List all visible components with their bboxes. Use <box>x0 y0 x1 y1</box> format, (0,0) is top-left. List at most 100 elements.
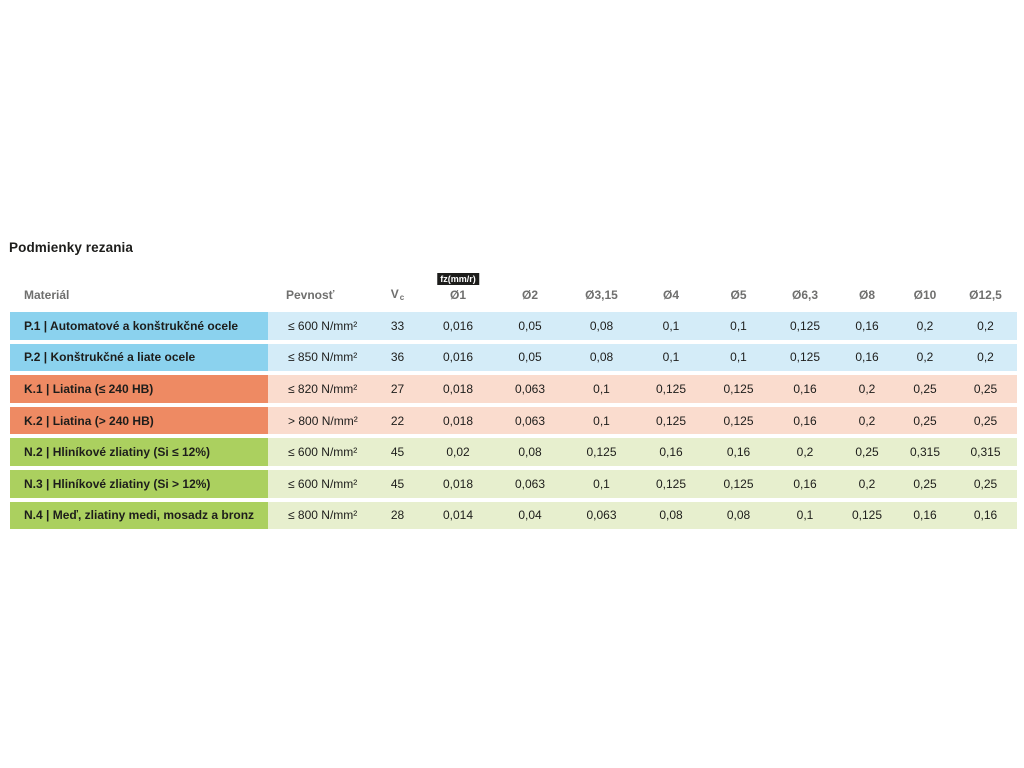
feed-cell-2: 0,063 <box>494 406 566 435</box>
feed-cell-4: 0,125 <box>637 469 705 498</box>
vc-cell: 45 <box>373 469 422 498</box>
feed-cell-1: 0,018 <box>422 469 494 498</box>
vc-cell: 28 <box>373 501 422 530</box>
strength-cell: ≤ 600 N/mm² <box>268 438 373 466</box>
diameter-header-label: Ø10 <box>913 288 937 302</box>
column-header-diameter-8: Ø8 <box>838 262 896 308</box>
feed-cell-3-15: 0,063 <box>566 501 637 530</box>
strength-cell: ≤ 850 N/mm² <box>268 343 373 372</box>
feed-cell-4: 0,125 <box>637 375 705 403</box>
feed-cell-2: 0,08 <box>494 438 566 466</box>
page-title: Podmienky rezania <box>9 240 133 255</box>
feed-cell-6-3: 0,16 <box>772 375 838 403</box>
feed-cell-8: 0,2 <box>838 469 896 498</box>
column-header-diameter-4: Ø4 <box>637 262 705 308</box>
feed-cell-6-3: 0,125 <box>772 343 838 372</box>
feed-cell-10: 0,2 <box>896 312 954 340</box>
feed-cell-8: 0,125 <box>838 501 896 530</box>
feed-cell-10: 0,25 <box>896 406 954 435</box>
diameter-header-label: Ø3,15 <box>585 288 618 302</box>
feed-cell-2: 0,05 <box>494 343 566 372</box>
material-cell: P.1 | Automatové a konštrukčné ocele <box>10 312 268 340</box>
feed-cell-4: 0,1 <box>637 312 705 340</box>
feed-cell-3-15: 0,08 <box>566 312 637 340</box>
feed-cell-12-5: 0,25 <box>954 375 1017 403</box>
feed-cell-5: 0,16 <box>705 438 772 466</box>
feed-cell-6-3: 0,16 <box>772 469 838 498</box>
feed-cell-3-15: 0,1 <box>566 469 637 498</box>
material-cell: N.2 | Hliníkové zliatiny (Si ≤ 12%) <box>10 438 268 466</box>
column-header-diameter-1: fz(mm/r) Ø1 <box>422 262 494 308</box>
diameter-header-label: Ø8 <box>858 288 875 302</box>
diameter-header-label: Ø5 <box>730 288 747 302</box>
column-header-diameter-3-15: Ø3,15 <box>566 262 637 308</box>
table-row-p1: P.1 | Automatové a konštrukčné ocele ≤ 60… <box>10 312 1017 340</box>
material-cell: N.3 | Hliníkové zliatiny (Si > 12%) <box>10 469 268 498</box>
feed-cell-2: 0,04 <box>494 501 566 530</box>
table-row-n2: N.2 | Hliníkové zliatiny (Si ≤ 12%) ≤ 600… <box>10 438 1017 466</box>
table-row-p2: P.2 | Konštrukčné a liate ocele ≤ 850 N/m… <box>10 343 1017 372</box>
diameter-header-label: Ø4 <box>662 288 679 302</box>
feed-cell-4: 0,16 <box>637 438 705 466</box>
diameter-header-label: Ø1 <box>449 288 466 302</box>
feed-cell-3-15: 0,1 <box>566 406 637 435</box>
feed-cell-3-15: 0,1 <box>566 375 637 403</box>
feed-cell-2: 0,063 <box>494 375 566 403</box>
column-header-diameter-2: Ø2 <box>494 262 566 308</box>
vc-cell: 27 <box>373 375 422 403</box>
material-cell: K.1 | Liatina (≤ 240 HB) <box>10 375 268 403</box>
feed-cell-8: 0,16 <box>838 312 896 340</box>
feed-cell-12-5: 0,25 <box>954 406 1017 435</box>
feed-cell-5: 0,1 <box>705 312 772 340</box>
feed-cell-1: 0,018 <box>422 375 494 403</box>
feed-cell-10: 0,315 <box>896 438 954 466</box>
diameter-header-label: Ø2 <box>521 288 538 302</box>
vc-cell: 22 <box>373 406 422 435</box>
material-cell: K.2 | Liatina (> 240 HB) <box>10 406 268 435</box>
feed-cell-1: 0,016 <box>422 312 494 340</box>
feed-cell-12-5: 0,315 <box>954 438 1017 466</box>
strength-cell: ≤ 800 N/mm² <box>268 501 373 530</box>
material-cell: P.2 | Konštrukčné a liate ocele <box>10 343 268 372</box>
vc-cell: 36 <box>373 343 422 372</box>
feed-cell-6-3: 0,125 <box>772 312 838 340</box>
feed-cell-8: 0,25 <box>838 438 896 466</box>
feed-cell-8: 0,2 <box>838 375 896 403</box>
feed-cell-5: 0,125 <box>705 375 772 403</box>
feed-cell-10: 0,25 <box>896 469 954 498</box>
feed-cell-2: 0,063 <box>494 469 566 498</box>
feed-cell-8: 0,2 <box>838 406 896 435</box>
strength-cell: > 800 N/mm² <box>268 406 373 435</box>
feed-cell-1: 0,018 <box>422 406 494 435</box>
column-header-diameter-12-5: Ø12,5 <box>954 262 1017 308</box>
table-row-k1: K.1 | Liatina (≤ 240 HB) ≤ 820 N/mm² 27 0,0… <box>10 375 1017 403</box>
column-header-vc: Vc <box>373 262 422 308</box>
fz-unit-badge: fz(mm/r) <box>437 273 479 285</box>
feed-cell-1: 0,016 <box>422 343 494 372</box>
feed-cell-6-3: 0,2 <box>772 438 838 466</box>
feed-cell-8: 0,16 <box>838 343 896 372</box>
feed-cell-1: 0,02 <box>422 438 494 466</box>
strength-cell: ≤ 820 N/mm² <box>268 375 373 403</box>
material-cell: N.4 | Meď, zliatiny medi, mosadz a bronz <box>10 501 268 530</box>
feed-cell-12-5: 0,2 <box>954 343 1017 372</box>
header-row: Materiál Pevnosť Vc fz(mm/r) Ø1 Ø2 Ø3,15 Ø4 Ø… <box>10 262 1017 308</box>
cutting-conditions-table: Materiál Pevnosť Vc fz(mm/r) Ø1 Ø2 Ø3,15 Ø4 Ø… <box>10 258 1017 533</box>
diameter-header-label: Ø12,5 <box>969 288 1002 302</box>
strength-cell: ≤ 600 N/mm² <box>268 312 373 340</box>
vc-cell: 33 <box>373 312 422 340</box>
feed-cell-5: 0,125 <box>705 469 772 498</box>
table-row-n4: N.4 | Meď, zliatiny medi, mosadz a bronz… <box>10 501 1017 530</box>
column-header-material: Materiál <box>10 262 268 308</box>
column-header-diameter-5: Ø5 <box>705 262 772 308</box>
table-row-n3: N.3 | Hliníkové zliatiny (Si > 12%) ≤ 600… <box>10 469 1017 498</box>
vc-label: V <box>390 287 399 301</box>
feed-cell-2: 0,05 <box>494 312 566 340</box>
feed-cell-12-5: 0,25 <box>954 469 1017 498</box>
column-header-diameter-10: Ø10 <box>896 262 954 308</box>
vc-cell: 45 <box>373 438 422 466</box>
feed-cell-10: 0,25 <box>896 375 954 403</box>
feed-cell-12-5: 0,2 <box>954 312 1017 340</box>
strength-cell: ≤ 600 N/mm² <box>268 469 373 498</box>
